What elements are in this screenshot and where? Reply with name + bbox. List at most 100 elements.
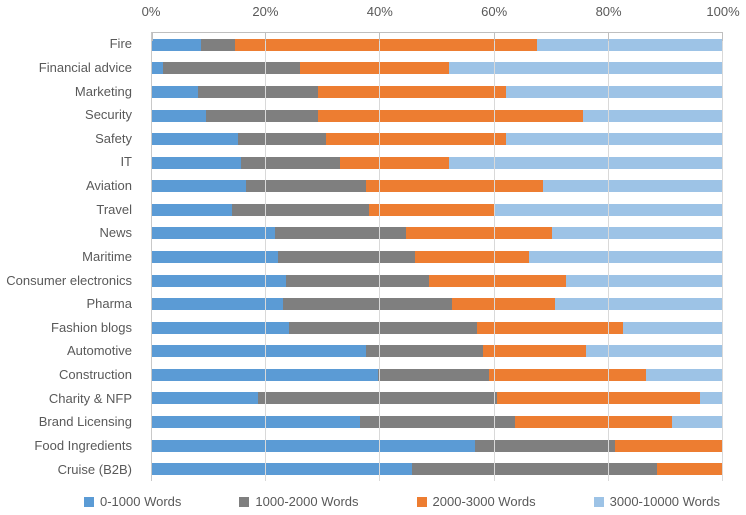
- bar-segment: [152, 109, 207, 122]
- bar-segment: [671, 416, 723, 429]
- bar-segment: [152, 298, 284, 311]
- bar-segment: [528, 250, 723, 263]
- stacked-bar: [152, 345, 723, 358]
- stacked-bar: [152, 416, 723, 429]
- stacked-bar: [152, 368, 723, 381]
- bar-segment: [152, 156, 241, 169]
- bar-segment: [317, 109, 584, 122]
- bar-segment: [477, 321, 624, 334]
- stacked-bar: [152, 133, 723, 146]
- bar-segment: [152, 439, 475, 452]
- stacked-bar: [152, 392, 723, 405]
- stacked-bar: [152, 274, 723, 287]
- bar-segment: [246, 180, 367, 193]
- bar-row: [152, 80, 723, 104]
- bar-segment: [231, 203, 369, 216]
- category-label: Construction: [59, 367, 132, 383]
- legend-item: 0-1000 Words: [84, 494, 181, 509]
- bar-segment: [200, 38, 235, 51]
- bar-segment: [366, 345, 484, 358]
- bar-segment: [152, 250, 278, 263]
- bar-segment: [152, 203, 232, 216]
- gridline: [607, 33, 609, 481]
- x-axis-tick-label: 100%: [706, 4, 740, 19]
- bar-segment: [274, 227, 407, 240]
- axis-tick: [722, 33, 723, 41]
- bar-segment: [152, 62, 164, 75]
- legend-item: 1000-2000 Words: [239, 494, 359, 509]
- bar-segment: [152, 133, 238, 146]
- legend-label: 1000-2000 Words: [255, 494, 359, 509]
- bar-segment: [506, 133, 723, 146]
- bar-segment: [326, 133, 506, 146]
- bar-segment: [483, 345, 586, 358]
- bar-segment: [317, 85, 506, 98]
- legend-swatch: [84, 496, 94, 507]
- x-axis-tick-label: 40%: [366, 4, 393, 19]
- stacked-bar: [152, 321, 723, 334]
- category-label: Fire: [109, 36, 132, 52]
- bar-segment: [451, 298, 555, 311]
- bar-segment: [368, 203, 495, 216]
- gridline: [722, 33, 723, 481]
- legend: 0-1000 Words 1000-2000 Words 2000-3000 Wor…: [84, 494, 720, 509]
- bar-segment: [163, 62, 301, 75]
- gridline: [493, 33, 495, 481]
- bar-segment: [623, 321, 723, 334]
- x-axis-tick-label: 80%: [595, 4, 622, 19]
- bar-segment: [551, 227, 723, 240]
- bar-row: [152, 245, 723, 269]
- bar-segment: [585, 345, 723, 358]
- bar-segment: [514, 416, 672, 429]
- category-label: Security: [85, 107, 132, 123]
- category-label: Brand Licensing: [38, 414, 132, 430]
- category-label: Financial advice: [38, 59, 132, 75]
- gridline: [265, 33, 267, 481]
- category-label: Cruise (B2B): [57, 461, 132, 477]
- bar-row: [152, 410, 723, 434]
- bar-segment: [474, 439, 615, 452]
- category-axis: Fire Financial advice Marketing Security Saf…: [0, 32, 141, 481]
- category-label: Pharma: [86, 296, 132, 312]
- bar-segment: [237, 133, 327, 146]
- legend-swatch: [593, 496, 604, 507]
- stacked-bar: [152, 439, 723, 452]
- bar-rows: [152, 33, 723, 481]
- bar-segment: [340, 156, 449, 169]
- bar-segment: [152, 463, 412, 476]
- axis-tick: [493, 33, 495, 41]
- bar-segment: [645, 368, 723, 381]
- stacked-bar: [152, 250, 723, 263]
- axis-tick: [152, 33, 153, 41]
- stacked-bar: [152, 180, 723, 193]
- bar-segment: [377, 368, 489, 381]
- stacked-bar: [152, 38, 723, 51]
- stacked-bar: [152, 156, 723, 169]
- bar-segment: [234, 38, 538, 51]
- bar-segment: [565, 274, 723, 287]
- legend-label: 3000-10000 Words: [609, 494, 720, 509]
- bar-row: [152, 434, 723, 458]
- bar-segment: [657, 463, 723, 476]
- bar-segment: [152, 416, 361, 429]
- bar-segment: [152, 345, 367, 358]
- bar-row: [152, 104, 723, 128]
- axis-tick: [265, 33, 267, 41]
- category-label: Marketing: [74, 83, 132, 99]
- stacked-bar: [152, 463, 723, 476]
- category-label: IT: [120, 154, 132, 170]
- bar-row: [152, 387, 723, 411]
- x-axis-tick-label: 20%: [252, 4, 279, 19]
- category-label: Charity & NFP: [48, 390, 132, 406]
- bar-segment: [360, 416, 515, 429]
- x-axis: 0% 20% 40% 60% 80% 100%: [0, 0, 746, 26]
- bar-segment: [152, 368, 378, 381]
- bar-segment: [257, 392, 498, 405]
- category-label: Maritime: [82, 248, 132, 264]
- bar-segment: [554, 298, 723, 311]
- x-axis-tick-label: 0%: [141, 4, 161, 19]
- bar-segment: [506, 85, 723, 98]
- bar-segment: [152, 180, 247, 193]
- stacked-bar: [152, 203, 723, 216]
